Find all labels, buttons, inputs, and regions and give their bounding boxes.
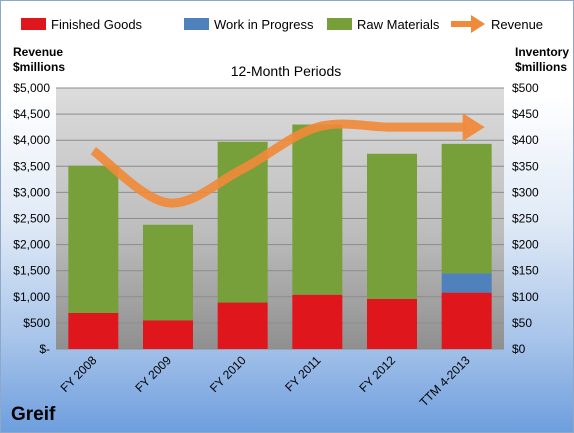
left-tick-label: $1,500 [13, 264, 50, 278]
right-tick-label: $350 [512, 159, 539, 173]
right-tick-label: $150 [512, 264, 539, 278]
left-axis-title-line2: $millions [13, 60, 66, 74]
right-axis-title-line1: Inventory [515, 45, 570, 59]
bar-finished-goods [143, 320, 193, 349]
revenue-line [90, 119, 467, 208]
right-tick-label: $250 [512, 212, 539, 226]
legend-label-raw-materials: Raw Materials [357, 17, 440, 32]
x-tick-label: FY 2009 [132, 353, 174, 395]
left-tick-label: $4,000 [13, 133, 50, 147]
bar-finished-goods [292, 294, 343, 349]
legend-swatch-raw-materials [327, 18, 352, 30]
bar-work-in-progress [441, 273, 492, 293]
bar-finished-goods [441, 292, 492, 349]
left-axis-title-line1: Revenue [13, 45, 64, 59]
right-tick-label: $50 [512, 316, 532, 330]
left-tick-label: $3,500 [13, 159, 50, 173]
legend-swatch-finished-goods [21, 18, 46, 30]
left-tick-label: $500 [23, 316, 50, 330]
left-tick-label: $2,000 [13, 238, 50, 252]
legend-label-work-in-progress: Work in Progress [214, 17, 314, 32]
left-tick-label: $1,000 [13, 290, 50, 304]
right-axis-title-line2: $millions [515, 60, 568, 74]
legend-label-revenue: Revenue [491, 17, 543, 32]
left-tick-label: $3,000 [13, 185, 50, 199]
left-tick-label: $2,500 [13, 212, 50, 226]
legend-arrow-revenue [471, 15, 485, 33]
x-tick-label: FY 2012 [356, 353, 398, 395]
right-axis-title: Inventory $millions [515, 45, 569, 75]
right-tick-label: $0 [512, 342, 526, 356]
left-tick-label: $4,500 [13, 107, 50, 121]
right-tick-label: $100 [512, 290, 539, 304]
right-tick-label: $500 [512, 81, 539, 95]
right-tick-label: $400 [512, 133, 539, 147]
legend-label-finished-goods: Finished Goods [51, 17, 143, 32]
bar-finished-goods [217, 302, 268, 349]
bar-raw-materials [292, 124, 343, 295]
bar-raw-materials [441, 143, 492, 274]
legend-swatch-work-in-progress [184, 18, 209, 30]
x-tick-label: FY 2011 [282, 353, 323, 394]
right-tick-label: $300 [512, 185, 539, 199]
left-axis-title: Revenue $millions [13, 45, 65, 75]
right-tick-label: $200 [512, 238, 539, 252]
left-tick-label: $- [39, 342, 50, 356]
company-name: Greif [11, 404, 56, 425]
x-tick-label: TTM 4-2013 [417, 353, 473, 409]
right-tick-label: $450 [512, 107, 539, 121]
bar-raw-materials [367, 153, 417, 299]
bar-finished-goods [367, 298, 417, 349]
bar-raw-materials [143, 224, 193, 321]
chart-title: 12-Month Periods [230, 63, 342, 79]
x-tick-label: FY 2010 [207, 353, 249, 395]
bar-raw-materials [68, 165, 119, 313]
bar-finished-goods [68, 312, 119, 349]
x-tick-label: FY 2008 [58, 353, 100, 395]
left-tick-label: $5,000 [13, 81, 50, 95]
revenue-arrowhead [462, 113, 485, 142]
